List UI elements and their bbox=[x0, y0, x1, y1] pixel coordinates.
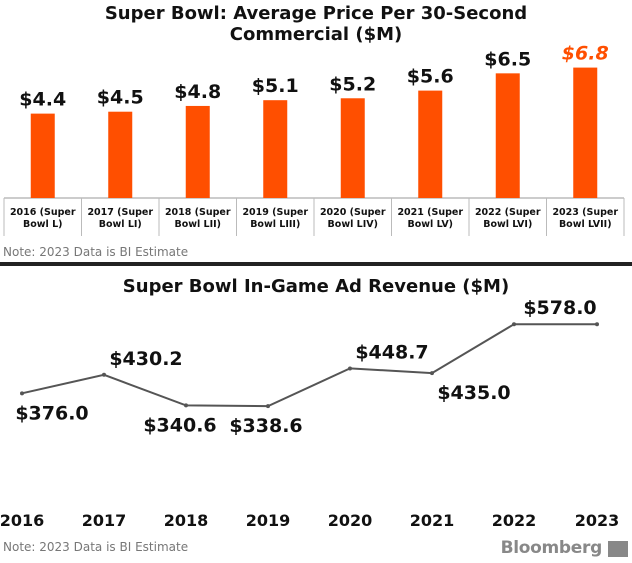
revenue-year-label: 2018 bbox=[164, 511, 209, 530]
bar-value-label: $4.4 bbox=[19, 89, 66, 111]
bar-category-label: 2023 (Super bbox=[552, 207, 618, 218]
bar-category-label: Bowl LII) bbox=[174, 219, 221, 230]
bar-category-label: 2016 (Super bbox=[10, 207, 76, 218]
bar-value-label: $4.8 bbox=[174, 81, 221, 103]
revenue-value-label: $430.2 bbox=[109, 348, 182, 370]
bar-category-label: 2019 (Super bbox=[242, 207, 308, 218]
bar-value-label: $6.8 bbox=[562, 43, 609, 65]
revenue-year-label: 2021 bbox=[410, 511, 455, 530]
revenue-point bbox=[430, 371, 434, 376]
bar-chart-title-line1: Super Bowl: Average Price Per 30-Second bbox=[104, 3, 528, 24]
bar-category-label: 2020 (Super bbox=[320, 207, 386, 218]
revenue-year-label: 2017 bbox=[82, 511, 127, 530]
line-chart-note: Note: 2023 Data is BI Estimate bbox=[3, 540, 189, 554]
bloomberg-logo: Bloomberg bbox=[500, 538, 603, 558]
bar-chart-title-line2: Commercial ($M) bbox=[229, 24, 403, 45]
bar-category-label: 2018 (Super bbox=[165, 207, 231, 218]
revenue-year-label: 2019 bbox=[246, 511, 291, 530]
line-chart-svg: $376.0 2016 $430.2 2017 $340.6 2018 $338.6 2019… bbox=[0, 297, 620, 530]
revenue-point bbox=[102, 372, 106, 377]
revenue-year-label: 2016 bbox=[0, 511, 44, 530]
revenue-value-label: $340.6 bbox=[143, 414, 216, 436]
bar bbox=[418, 90, 443, 198]
line-chart-title: Super Bowl In-Game Ad Revenue ($M) bbox=[122, 276, 510, 297]
revenue-year-label: 2020 bbox=[328, 511, 373, 530]
revenue-value-label: $435.0 bbox=[437, 382, 510, 404]
bar-value-label: $5.1 bbox=[252, 75, 299, 97]
bar-category-label: 2017 (Super bbox=[87, 207, 153, 218]
bar-chart-title: Super Bowl: Average Price Per 30-Second … bbox=[0, 3, 632, 45]
bloomberg-mark-icon bbox=[608, 541, 628, 557]
revenue-point bbox=[266, 404, 270, 409]
bar bbox=[30, 113, 55, 198]
bar-category-label: Bowl LI) bbox=[99, 219, 142, 230]
bar-value-label: $5.2 bbox=[329, 73, 376, 95]
bar-category-label: 2022 (Super bbox=[475, 207, 541, 218]
bar-value-label: $6.5 bbox=[484, 48, 531, 70]
revenue-year-label: 2022 bbox=[492, 511, 537, 530]
revenue-value-label: $448.7 bbox=[355, 341, 428, 363]
bar-category-label: Bowl LIV) bbox=[328, 219, 378, 230]
revenue-year-label: 2023 bbox=[575, 511, 620, 530]
bar bbox=[573, 67, 598, 198]
bar-category-label: Bowl L) bbox=[23, 219, 63, 230]
bar-category-label: Bowl LVI) bbox=[483, 219, 532, 230]
bar bbox=[495, 73, 520, 198]
bar bbox=[185, 105, 210, 198]
bar-chart-panel: Super Bowl: Average Price Per 30-Second … bbox=[0, 0, 632, 263]
revenue-point bbox=[184, 403, 188, 408]
bar-value-label: $5.6 bbox=[407, 66, 454, 88]
revenue-value-label: $578.0 bbox=[523, 297, 596, 319]
bar bbox=[108, 111, 133, 198]
bar-category-label: Bowl LIII) bbox=[250, 219, 300, 230]
bar bbox=[340, 98, 365, 198]
bar-category-label: Bowl LVII) bbox=[559, 219, 612, 230]
revenue-value-label: $376.0 bbox=[15, 402, 88, 424]
revenue-point bbox=[348, 366, 352, 371]
bar-chart-note: Note: 2023 Data is BI Estimate bbox=[3, 245, 189, 259]
bar-value-label: $4.5 bbox=[97, 87, 144, 109]
revenue-point bbox=[20, 391, 24, 396]
revenue-point bbox=[595, 322, 599, 327]
bar-category-label: Bowl LV) bbox=[407, 219, 453, 230]
panel-divider bbox=[0, 262, 632, 266]
bar-category-label: 2021 (Super bbox=[397, 207, 463, 218]
bar bbox=[263, 100, 288, 198]
revenue-line bbox=[21, 323, 597, 408]
line-chart-panel: Super Bowl In-Game Ad Revenue ($M) $376.… bbox=[0, 268, 632, 563]
revenue-point bbox=[512, 322, 516, 327]
revenue-value-label: $338.6 bbox=[229, 415, 302, 437]
